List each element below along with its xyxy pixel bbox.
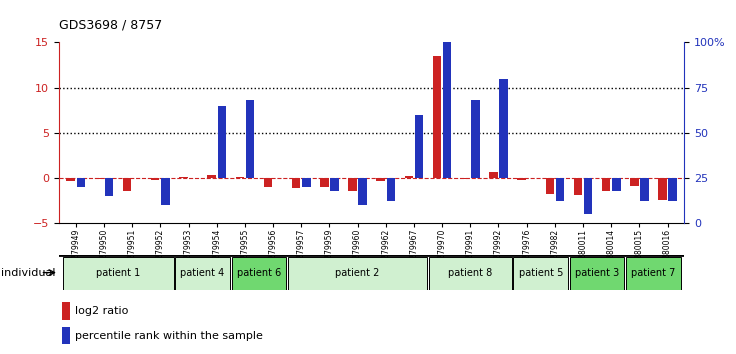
Bar <box>433 56 442 178</box>
FancyBboxPatch shape <box>232 257 286 290</box>
Bar <box>263 178 272 187</box>
Bar <box>105 178 113 196</box>
Text: patient 1: patient 1 <box>96 268 140 278</box>
Bar <box>95 178 103 179</box>
Bar <box>517 178 526 180</box>
Bar <box>377 178 385 182</box>
Bar <box>77 178 85 187</box>
Bar <box>302 178 311 187</box>
Bar <box>658 178 667 200</box>
Bar <box>386 178 395 201</box>
Bar <box>415 115 423 178</box>
Bar <box>358 178 367 205</box>
Bar <box>443 42 451 178</box>
Text: log2 ratio: log2 ratio <box>74 306 128 316</box>
Bar <box>556 178 565 201</box>
Text: patient 6: patient 6 <box>237 268 281 278</box>
FancyBboxPatch shape <box>175 257 230 290</box>
Text: GDS3698 / 8757: GDS3698 / 8757 <box>59 19 162 32</box>
Text: patient 2: patient 2 <box>336 268 380 278</box>
Bar <box>499 79 508 178</box>
Bar <box>161 178 169 205</box>
Bar <box>330 178 339 190</box>
Bar <box>545 178 554 194</box>
Text: patient 3: patient 3 <box>575 268 619 278</box>
Text: percentile rank within the sample: percentile rank within the sample <box>74 331 263 341</box>
FancyBboxPatch shape <box>288 257 427 290</box>
Bar <box>471 100 480 178</box>
Bar <box>208 175 216 178</box>
FancyBboxPatch shape <box>63 257 174 290</box>
Bar <box>179 177 188 178</box>
Bar <box>292 178 300 188</box>
Bar <box>62 327 69 344</box>
Bar <box>320 178 328 187</box>
Bar <box>612 178 620 190</box>
Bar <box>668 178 677 201</box>
FancyBboxPatch shape <box>514 257 568 290</box>
Text: patient 7: patient 7 <box>631 268 676 278</box>
FancyBboxPatch shape <box>429 257 512 290</box>
Bar <box>574 178 582 195</box>
Bar <box>246 100 254 178</box>
Bar <box>218 106 226 178</box>
FancyBboxPatch shape <box>570 257 624 290</box>
Bar <box>123 178 131 192</box>
Bar <box>461 178 470 179</box>
Text: patient 8: patient 8 <box>448 268 492 278</box>
Bar <box>584 178 592 214</box>
Bar <box>489 172 498 178</box>
Text: individual: individual <box>1 268 56 278</box>
Bar <box>348 178 357 190</box>
Bar <box>62 302 69 320</box>
Bar <box>602 178 610 190</box>
Text: patient 4: patient 4 <box>180 268 224 278</box>
Text: patient 5: patient 5 <box>519 268 563 278</box>
Bar <box>151 178 160 180</box>
Bar <box>630 178 639 186</box>
Bar <box>236 177 244 178</box>
Bar <box>405 176 413 178</box>
FancyBboxPatch shape <box>626 257 681 290</box>
Bar <box>640 178 648 201</box>
Bar <box>66 178 75 181</box>
